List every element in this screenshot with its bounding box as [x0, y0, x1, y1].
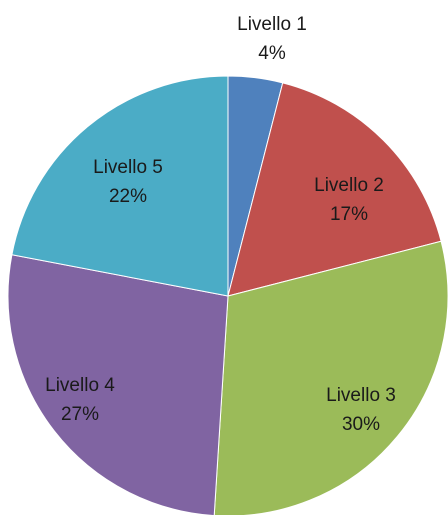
slice-percent-label: 30%	[342, 414, 380, 435]
slice-percent-label: 4%	[258, 43, 286, 64]
slice-category-label: Livello 2	[314, 175, 384, 196]
slice-percent-label: 22%	[109, 186, 147, 207]
pie-data-labels: Livello 1 4% Livello 2 17% Livello 3 30% Livel…	[45, 14, 396, 435]
slice-category-label: Livello 3	[326, 385, 396, 406]
pie-slice-livello-5	[11, 75, 229, 297]
pie-slices	[7, 75, 448, 515]
slice-category-label: Livello 1	[237, 14, 307, 35]
slice-percent-label: 17%	[330, 204, 368, 225]
slice-percent-label: 27%	[61, 404, 99, 425]
slice-category-label: Livello 5	[93, 157, 163, 178]
slice-category-label: Livello 4	[45, 375, 115, 396]
pie-slice-livello-4	[7, 254, 229, 515]
pie-slice-livello-2	[227, 82, 442, 297]
